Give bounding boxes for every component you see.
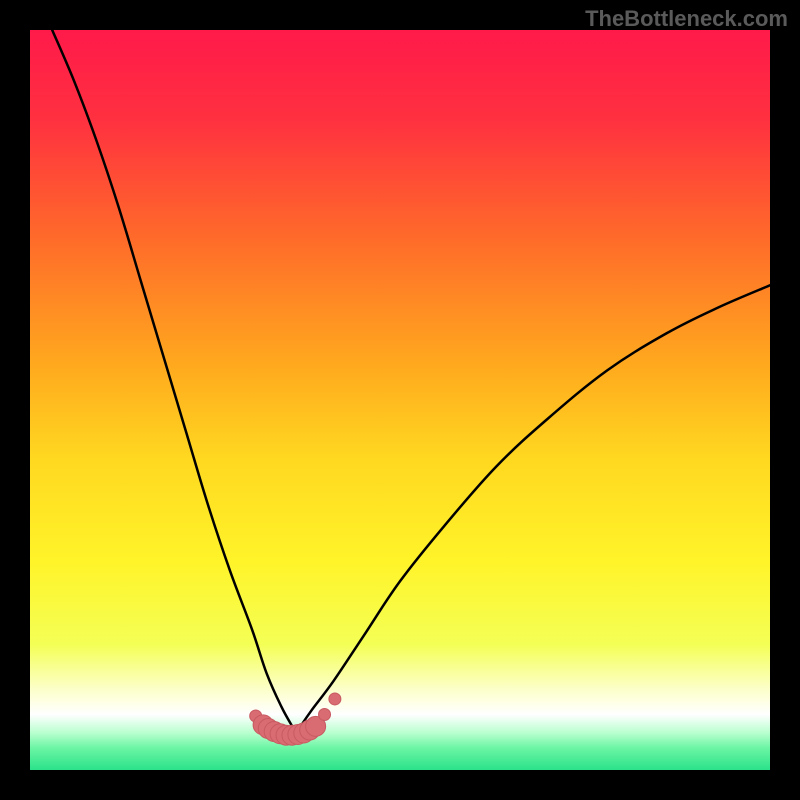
gradient-background xyxy=(30,30,770,770)
plot-area xyxy=(30,30,770,770)
chart-frame: TheBottleneck.com xyxy=(0,0,800,800)
marker-point xyxy=(329,693,341,705)
marker-point xyxy=(319,709,331,721)
watermark-text: TheBottleneck.com xyxy=(585,6,788,32)
plot-svg xyxy=(30,30,770,770)
